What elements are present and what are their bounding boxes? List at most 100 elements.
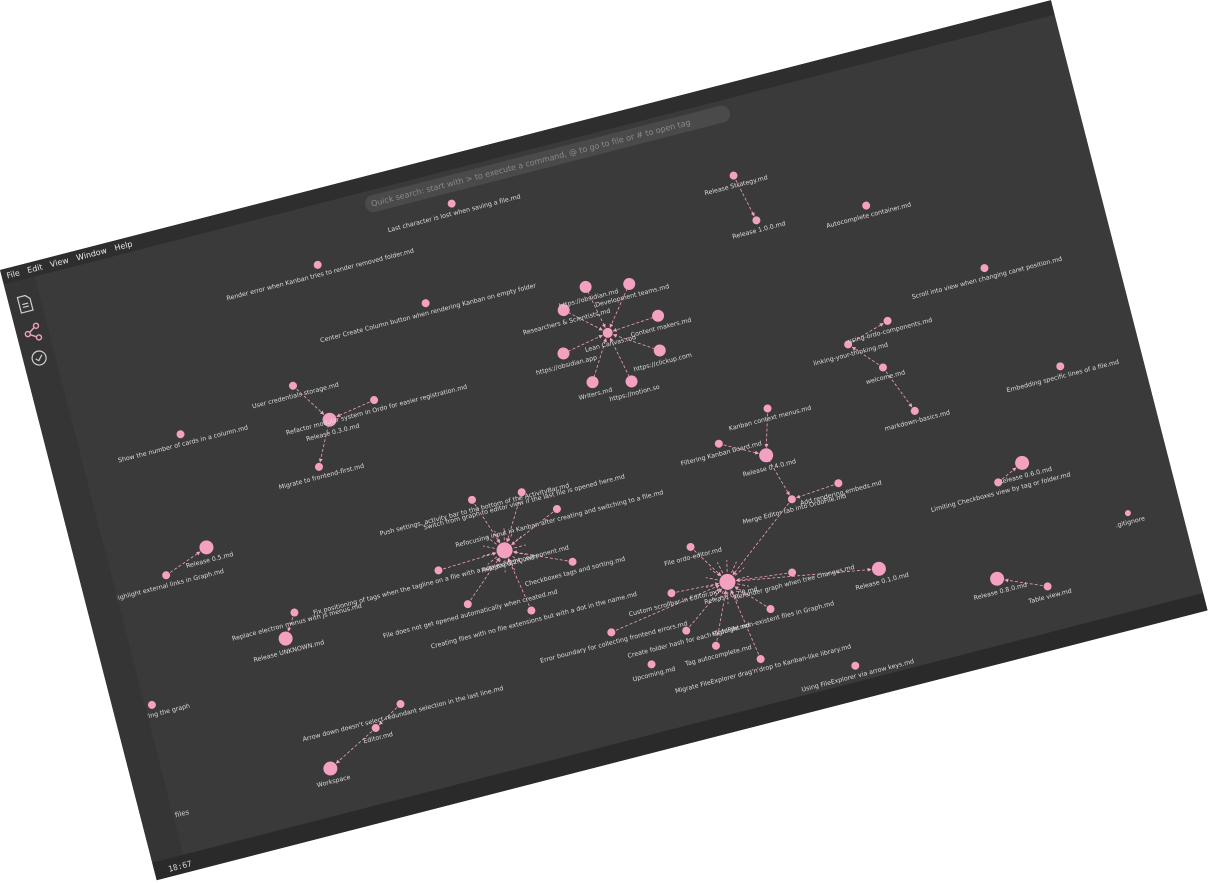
graph-node[interactable]	[1124, 509, 1131, 517]
graph-node[interactable]	[147, 700, 157, 710]
graph-edge	[506, 492, 523, 543]
graph-node[interactable]	[602, 327, 614, 339]
graph-node[interactable]	[652, 343, 667, 358]
graph-edge	[612, 333, 660, 351]
graph-node[interactable]	[556, 303, 571, 318]
graph-node[interactable]	[787, 494, 797, 504]
node-label: Replace electron menus with js menus.md	[231, 603, 362, 643]
graph-node[interactable]	[314, 462, 324, 472]
node-label: Switch from graph to editor view if the …	[423, 473, 626, 531]
graph-node[interactable]	[910, 406, 920, 416]
graph-node[interactable]	[980, 263, 990, 273]
graph-node[interactable]	[861, 201, 871, 211]
graph-node[interactable]	[527, 606, 537, 616]
graph-node[interactable]	[463, 599, 473, 609]
graph-node[interactable]	[989, 570, 1006, 587]
graph-node[interactable]	[371, 723, 381, 733]
graph-node[interactable]	[447, 199, 457, 209]
graph-node[interactable]	[686, 542, 696, 552]
graph-node[interactable]	[624, 374, 639, 389]
graph-node[interactable]	[729, 171, 739, 181]
graph-edge	[690, 546, 722, 577]
graph-edge	[592, 337, 607, 383]
activity-icons	[16, 294, 48, 367]
node-label: Push settings, activity bar to the botto…	[379, 482, 570, 537]
graph-node[interactable]	[290, 608, 300, 618]
node-label: welcome.md	[865, 369, 906, 386]
graph-node[interactable]	[321, 411, 338, 428]
graph-edge	[165, 551, 201, 576]
graph-node[interactable]	[568, 557, 578, 567]
graph-node[interactable]	[870, 560, 887, 577]
graph-edge	[716, 562, 728, 583]
graph-node[interactable]	[161, 570, 171, 580]
graph-node[interactable]	[517, 487, 527, 497]
node-label: Center Create Column button when renderi…	[320, 282, 538, 344]
graph-node[interactable]	[763, 404, 773, 414]
graph-edge	[671, 582, 720, 594]
node-label: Upcoming.md	[632, 666, 676, 684]
graph-node[interactable]	[277, 630, 294, 647]
graph-edge	[504, 550, 523, 564]
graph-node[interactable]	[434, 566, 444, 576]
node-label: Highlight non-existent files in Graph.md	[711, 600, 835, 638]
graph-node[interactable]	[758, 447, 775, 464]
graph-edge	[718, 443, 760, 455]
graph-node[interactable]	[714, 439, 724, 449]
graph-edge	[727, 581, 729, 604]
graph-node[interactable]	[622, 277, 637, 292]
graph-node[interactable]	[578, 280, 593, 295]
graph-node[interactable]	[606, 627, 616, 637]
graph-node[interactable]	[421, 298, 431, 308]
graph-node[interactable]	[850, 661, 860, 671]
graph-icon[interactable]	[23, 322, 43, 343]
graph-edge	[851, 346, 884, 368]
graph-node[interactable]	[752, 215, 762, 225]
graph-node[interactable]	[552, 504, 562, 514]
graph-node[interactable]	[1014, 454, 1031, 471]
graph-node[interactable]	[766, 604, 776, 614]
graph-edge	[504, 550, 506, 573]
graph-edge	[795, 482, 839, 499]
graph-node[interactable]	[313, 260, 323, 270]
graph-node[interactable]	[681, 626, 691, 636]
node-label: .gitignore	[1115, 515, 1146, 529]
graph-node[interactable]	[647, 659, 657, 669]
graph-node[interactable]	[718, 572, 737, 591]
graph-node[interactable]	[711, 641, 721, 651]
graph-node[interactable]	[843, 340, 853, 350]
graph-node[interactable]	[467, 495, 477, 505]
graph-node[interactable]	[585, 375, 600, 390]
graph-edge	[882, 367, 913, 408]
graph-edge	[504, 544, 526, 551]
graph-node[interactable]	[176, 429, 186, 439]
files-icon[interactable]	[16, 294, 34, 314]
graph-edge	[727, 581, 750, 587]
node-label: Render error when Kanban tries to render…	[226, 248, 415, 303]
graph-node[interactable]	[993, 478, 1003, 488]
graph-node[interactable]	[1043, 582, 1053, 592]
graph-node[interactable]	[787, 568, 797, 578]
graph-node[interactable]	[198, 539, 215, 556]
graph-node[interactable]	[878, 363, 888, 373]
graph-edge	[730, 589, 762, 660]
graph-node[interactable]	[833, 478, 843, 488]
graph-node[interactable]	[667, 588, 677, 598]
graph-edge	[727, 567, 745, 583]
graph-node[interactable]	[756, 654, 766, 664]
graph-node[interactable]	[495, 541, 514, 560]
graph-edge	[438, 551, 497, 571]
graph-node[interactable]	[288, 381, 298, 391]
graph-node[interactable]	[556, 346, 571, 361]
graph-node[interactable]	[396, 699, 406, 709]
graph-edge	[494, 530, 505, 551]
graph-edge	[495, 550, 505, 571]
checkbox-icon[interactable]	[31, 350, 48, 367]
graph-node[interactable]	[369, 395, 379, 405]
graph-edge	[292, 385, 325, 415]
graph-node[interactable]	[322, 760, 339, 777]
graph-node[interactable]	[651, 308, 666, 323]
graph-node[interactable]	[1055, 361, 1065, 371]
graph-node[interactable]	[883, 316, 893, 326]
